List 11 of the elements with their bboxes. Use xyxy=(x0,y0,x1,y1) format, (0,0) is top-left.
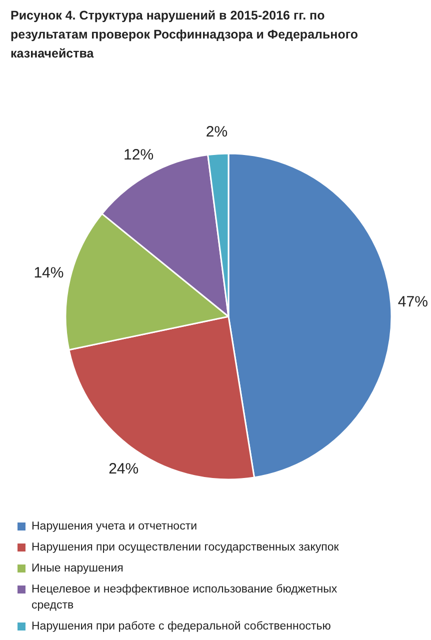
data-label: 2% xyxy=(206,123,228,140)
data-label: 12% xyxy=(124,146,154,164)
legend-label: Иные нарушения xyxy=(32,562,124,574)
data-label: 47% xyxy=(398,293,428,310)
data-label: 24% xyxy=(108,460,139,478)
data-label: 14% xyxy=(34,264,64,282)
legend-label: Нецелевое и неэффективное использование бюджетных средств xyxy=(32,584,338,612)
legend-label: Нарушения учета и отчетности xyxy=(32,520,198,532)
chart-title: Рисунок 4. Структура нарушений в 2015-2016 гг. по результатам проверок Росфиннадзора и Федерального казначейства xyxy=(10,8,358,60)
legend-label: Нарушения при работе с федеральной собственностью xyxy=(32,620,332,632)
legend-label: Нарушения при осуществлении государственных закупок xyxy=(32,542,340,554)
